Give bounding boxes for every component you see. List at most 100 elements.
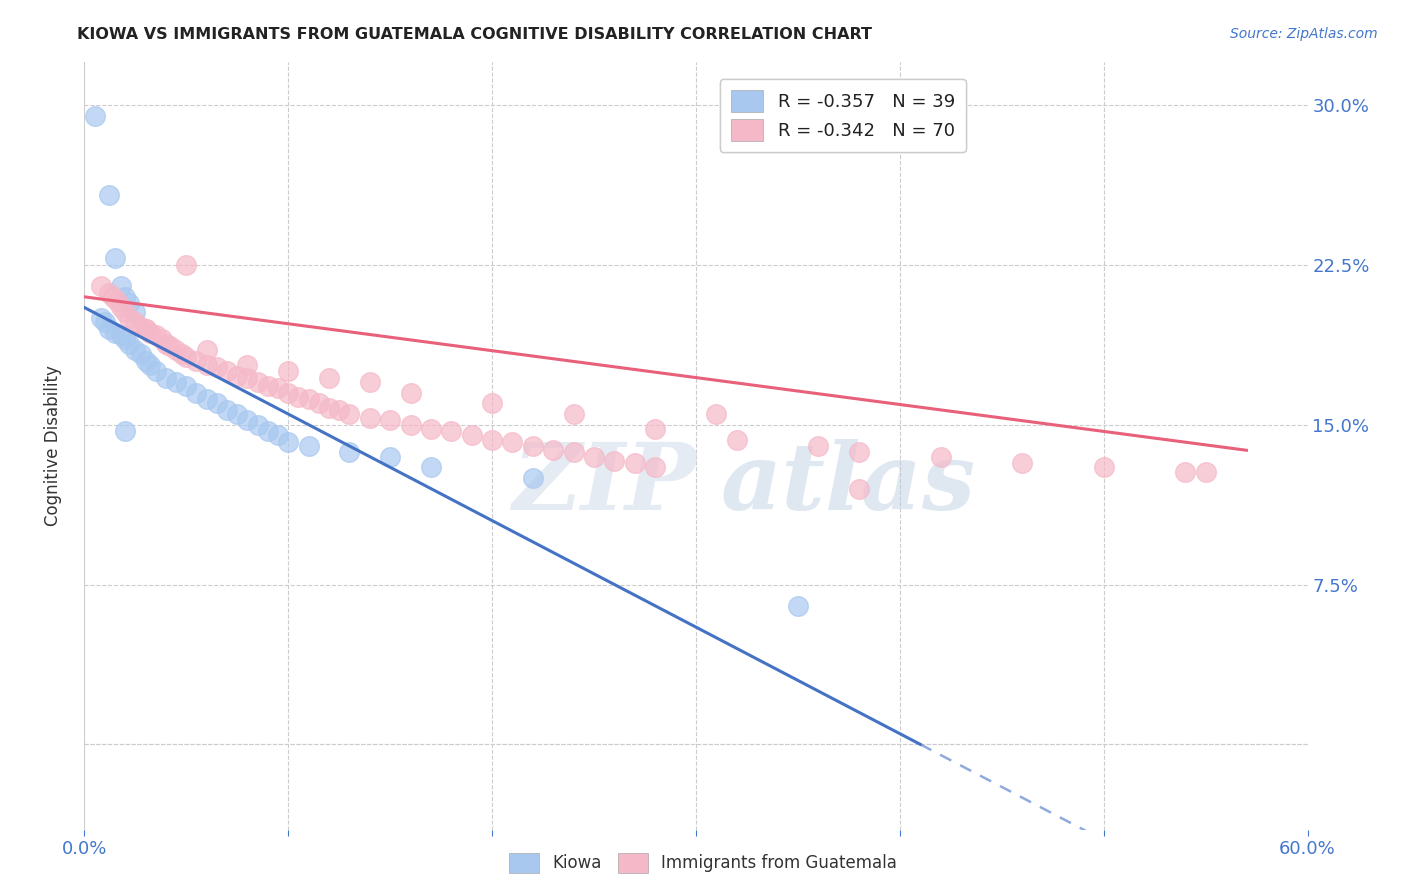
Point xyxy=(124,304,146,318)
Point xyxy=(118,296,141,310)
Point xyxy=(205,396,228,410)
Point xyxy=(502,434,524,449)
Point xyxy=(114,333,136,347)
Point xyxy=(461,428,484,442)
Point xyxy=(195,392,218,406)
Point xyxy=(145,328,167,343)
Point xyxy=(114,290,136,304)
Point xyxy=(138,326,160,340)
Point xyxy=(848,482,870,496)
Point xyxy=(138,358,160,372)
Point xyxy=(93,315,115,329)
Point xyxy=(246,375,269,389)
Point xyxy=(236,358,259,372)
Point xyxy=(277,364,299,378)
Point xyxy=(83,109,105,123)
Point xyxy=(195,358,218,372)
Point xyxy=(135,322,157,336)
Point xyxy=(114,424,136,438)
Point xyxy=(787,599,810,613)
Point xyxy=(380,413,402,427)
Point xyxy=(104,326,127,340)
Point xyxy=(339,407,361,421)
Point xyxy=(420,460,443,475)
Point xyxy=(399,385,422,400)
Point xyxy=(298,392,321,406)
Text: Source: ZipAtlas.com: Source: ZipAtlas.com xyxy=(1230,27,1378,41)
Point xyxy=(298,439,321,453)
Point xyxy=(583,450,606,464)
Point xyxy=(226,407,249,421)
Point xyxy=(246,417,269,432)
Point xyxy=(1092,460,1115,475)
Point xyxy=(174,350,197,364)
Point xyxy=(135,322,157,336)
Point xyxy=(522,439,544,453)
Point xyxy=(481,396,503,410)
Legend: R = -0.357   N = 39, R = -0.342   N = 70: R = -0.357 N = 39, R = -0.342 N = 70 xyxy=(720,79,966,152)
Point xyxy=(195,343,218,358)
Point xyxy=(186,353,208,368)
Text: atlas: atlas xyxy=(720,440,976,529)
Point xyxy=(603,454,626,468)
Point xyxy=(205,360,228,375)
Point xyxy=(848,445,870,459)
Point xyxy=(174,258,197,272)
Point xyxy=(624,456,647,470)
Text: KIOWA VS IMMIGRANTS FROM GUATEMALA COGNITIVE DISABILITY CORRELATION CHART: KIOWA VS IMMIGRANTS FROM GUATEMALA COGNI… xyxy=(77,27,872,42)
Point xyxy=(97,187,120,202)
Point xyxy=(97,322,120,336)
Point xyxy=(420,422,443,436)
Point xyxy=(131,347,153,361)
Point xyxy=(1011,456,1033,470)
Point xyxy=(159,339,181,353)
Point xyxy=(1174,465,1197,479)
Point xyxy=(155,371,177,385)
Point xyxy=(226,368,249,383)
Point xyxy=(165,375,187,389)
Point xyxy=(124,315,146,329)
Point xyxy=(562,407,585,421)
Text: ZIP: ZIP xyxy=(512,440,696,529)
Point xyxy=(328,402,350,417)
Point xyxy=(725,433,748,447)
Point xyxy=(145,364,167,378)
Point xyxy=(110,328,132,343)
Point xyxy=(807,439,830,453)
Point xyxy=(481,433,503,447)
Point xyxy=(150,333,173,347)
Point xyxy=(97,285,120,300)
Point xyxy=(90,279,112,293)
Point xyxy=(135,353,157,368)
Point xyxy=(287,390,309,404)
Point xyxy=(267,382,290,396)
Point xyxy=(644,460,666,475)
Point xyxy=(174,379,197,393)
Point xyxy=(101,290,124,304)
Point xyxy=(217,402,239,417)
Point xyxy=(359,411,381,425)
Point xyxy=(359,375,381,389)
Point xyxy=(90,311,112,326)
Point xyxy=(155,336,177,351)
Point xyxy=(440,424,463,438)
Point xyxy=(1195,465,1218,479)
Point xyxy=(318,371,340,385)
Point xyxy=(236,371,259,385)
Point xyxy=(165,343,187,358)
Point xyxy=(380,450,402,464)
Point xyxy=(706,407,728,421)
Point xyxy=(399,417,422,432)
Point xyxy=(522,471,544,485)
Point xyxy=(124,343,146,358)
Point xyxy=(318,401,340,415)
Point xyxy=(267,428,290,442)
Point xyxy=(236,413,259,427)
Point xyxy=(308,396,330,410)
Text: Cognitive Disability: Cognitive Disability xyxy=(45,366,62,526)
Point xyxy=(644,422,666,436)
Point xyxy=(172,347,194,361)
Point xyxy=(277,434,299,449)
Point xyxy=(562,445,585,459)
Point xyxy=(186,385,208,400)
